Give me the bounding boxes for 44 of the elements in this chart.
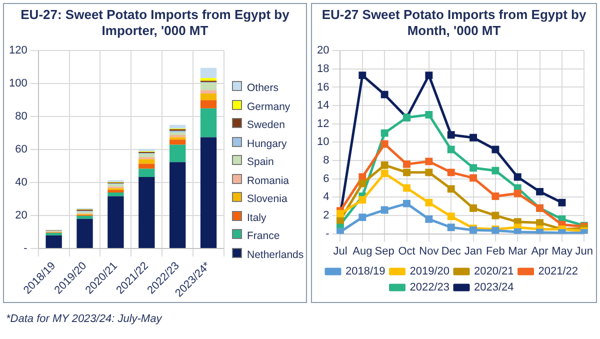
x-tick-label: Jun [575, 245, 594, 258]
legend-label: Spain [247, 156, 274, 168]
x-tick-label: May [552, 245, 573, 258]
legend-label: Sweden [247, 119, 285, 131]
x-tick-label: Jan [464, 245, 482, 258]
y-tick-label: 80 [15, 110, 28, 123]
y-tick-label: 20 [15, 210, 28, 222]
y-tick-label: 18 [316, 62, 330, 75]
y-tick-label: 60 [15, 144, 28, 156]
legend-label: Hungary [247, 138, 287, 150]
legend-label: France [247, 230, 280, 242]
y-tick-label: 12 [316, 118, 330, 130]
y-tick-label: - [24, 242, 28, 255]
legend-label: Italy [247, 212, 266, 224]
y-tick-label: 20 [316, 44, 330, 57]
legend-label: 2023/24 [474, 282, 514, 294]
y-tick-label: 120 [8, 44, 28, 57]
x-tick-label: Nov [419, 245, 440, 258]
legend-label: Netherlands [247, 248, 304, 260]
y-tick-label: 40 [15, 176, 28, 189]
x-tick-label: Mar [508, 245, 528, 258]
legend-label: Germany [247, 100, 290, 112]
y-tick-label: 2 [323, 210, 330, 222]
y-tick-label: 8 [323, 154, 330, 167]
text: *Data for MY 2023/24: July-May [6, 313, 162, 325]
legend-label: Others [247, 82, 279, 94]
chart-title: EU-27: Sweet Potato Imports from Egypt by Importer, '000 MT [20, 6, 290, 40]
legend-label: Romania [247, 174, 290, 186]
y-tick-label: 10 [316, 136, 330, 148]
x-tick-label: Apr [531, 245, 549, 258]
x-tick-label: Jul [333, 245, 348, 258]
y-tick-label: 6 [323, 172, 330, 185]
legend-label: Slovenia [247, 193, 288, 205]
x-tick-label: Dec [441, 245, 462, 258]
x-tick-label: Aug [352, 245, 372, 258]
x-tick-label: Sep [374, 245, 394, 258]
x-tick-label: Feb [486, 245, 505, 258]
x-tick-label: Oct [398, 245, 416, 258]
y-tick-label: - [326, 228, 330, 240]
y-tick-label: 16 [316, 81, 330, 94]
y-tick-label: 100 [8, 78, 28, 90]
y-tick-label: 14 [316, 100, 330, 112]
y-tick-label: 4 [323, 191, 330, 204]
chart-title: EU-27 Sweet Potato Imports from Egypt by Month, '000 MT [320, 6, 588, 40]
